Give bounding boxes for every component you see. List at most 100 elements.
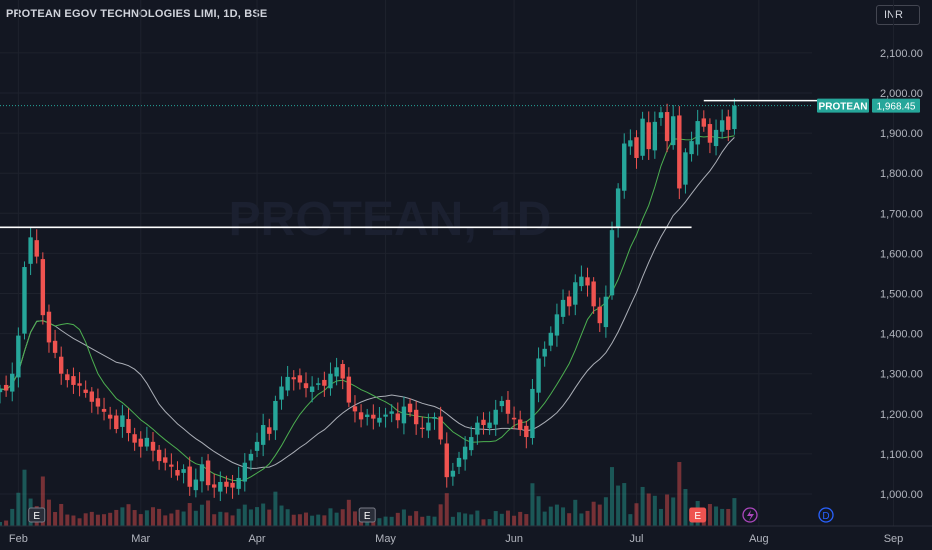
- earnings-marker: [358, 507, 376, 523]
- candle-body: [346, 376, 352, 403]
- candle-body: [340, 364, 345, 379]
- y-tick-label: 1,000.00: [880, 489, 923, 501]
- volume-bar: [65, 514, 70, 526]
- volume-bar: [389, 516, 394, 526]
- volume-bar: [487, 519, 492, 526]
- volume-bar: [548, 506, 553, 526]
- candle-body: [536, 358, 541, 393]
- volume-bar: [10, 508, 15, 526]
- candle-body: [481, 419, 486, 426]
- volume-bar: [248, 509, 253, 526]
- volume-bar: [291, 514, 296, 526]
- candle-body: [218, 481, 223, 492]
- volume-bar: [255, 507, 260, 526]
- x-tick-label: Feb: [9, 533, 28, 545]
- candle-body: [573, 282, 578, 305]
- volume-bar: [267, 509, 272, 526]
- candle-body: [622, 143, 627, 191]
- dividend-marker-text: D: [822, 511, 829, 522]
- candle-body: [260, 425, 266, 445]
- candle-body: [677, 115, 682, 189]
- volume-bar: [597, 504, 602, 526]
- volume-bar: [346, 499, 351, 526]
- volume-bar: [450, 516, 455, 526]
- volume-bar: [726, 508, 731, 526]
- earnings-marker: [28, 507, 46, 523]
- candle-body: [456, 457, 462, 467]
- volume-bar: [16, 492, 21, 526]
- candle-body: [248, 453, 254, 461]
- volume-bar: [481, 519, 486, 526]
- volume-bar: [95, 514, 100, 526]
- volume-bar: [591, 501, 596, 526]
- currency-button[interactable]: INR: [876, 5, 920, 25]
- candle-body: [40, 259, 46, 316]
- candle-body: [303, 383, 309, 389]
- candle-body: [511, 417, 517, 420]
- y-tick-label: 1,300.00: [880, 369, 923, 381]
- volume-bar: [328, 508, 333, 526]
- candle-body: [254, 441, 260, 451]
- y-tick-label: 1,800.00: [880, 168, 923, 180]
- volume-bar: [512, 515, 517, 526]
- candle-body: [242, 462, 247, 482]
- symbol-tag-bg: [817, 98, 869, 113]
- candle-body: [609, 230, 615, 296]
- candle-body: [719, 120, 725, 132]
- volume-bar: [144, 510, 149, 526]
- candle-body: [3, 384, 9, 391]
- earnings-marker: [689, 507, 707, 523]
- candle-body: [597, 306, 602, 324]
- volume-bar: [707, 504, 712, 526]
- y-tick-label: 1,900.00: [880, 128, 923, 140]
- candle-body: [554, 314, 560, 336]
- volume-bar: [108, 512, 113, 526]
- candle-body: [732, 105, 737, 130]
- candle-body: [615, 188, 621, 227]
- y-tick-label: 1,600.00: [880, 248, 923, 260]
- candle-body: [487, 422, 492, 429]
- candle-body: [407, 403, 413, 413]
- candle-body: [65, 374, 70, 381]
- candle-body: [689, 141, 694, 155]
- candle-body: [371, 414, 376, 419]
- candle-body: [205, 460, 211, 486]
- volume-bar: [732, 498, 737, 526]
- candle-body: [273, 400, 278, 431]
- volume-bar: [603, 497, 608, 526]
- candle-body: [267, 427, 272, 434]
- price-tag-text: 1,968.45: [877, 102, 916, 113]
- candle-body: [560, 299, 566, 317]
- candle-body: [175, 470, 180, 476]
- candle-body: [413, 409, 419, 425]
- candle-body: [316, 383, 321, 385]
- volume-bar: [40, 476, 45, 526]
- volume-bar: [573, 499, 578, 526]
- sma-long-line: [0, 137, 735, 469]
- volume-bar: [475, 510, 480, 526]
- volume-bar: [4, 520, 9, 526]
- volume-bar: [658, 508, 663, 526]
- earnings-marker-text: E: [364, 511, 371, 522]
- volume-bar: [671, 497, 676, 526]
- volume-bar: [285, 509, 290, 526]
- volume-bar: [628, 514, 633, 526]
- volume-bar: [530, 483, 535, 526]
- volume-bar: [59, 503, 64, 526]
- volume-bar: [652, 495, 657, 526]
- candle-body: [126, 419, 131, 434]
- earnings-marker-text: E: [694, 511, 701, 522]
- candle-body: [132, 434, 137, 443]
- volume-bar: [444, 493, 449, 526]
- candle-body: [181, 469, 186, 473]
- y-tick-label: 2,000.00: [880, 88, 923, 100]
- volume-bar: [499, 513, 504, 526]
- volume-bar: [554, 504, 559, 526]
- candle-body: [16, 335, 21, 378]
- candle-body: [212, 484, 217, 488]
- volume-bar: [714, 506, 719, 526]
- volume-bar: [175, 509, 180, 526]
- volume-bar: [518, 511, 523, 526]
- volume-bar: [585, 510, 590, 526]
